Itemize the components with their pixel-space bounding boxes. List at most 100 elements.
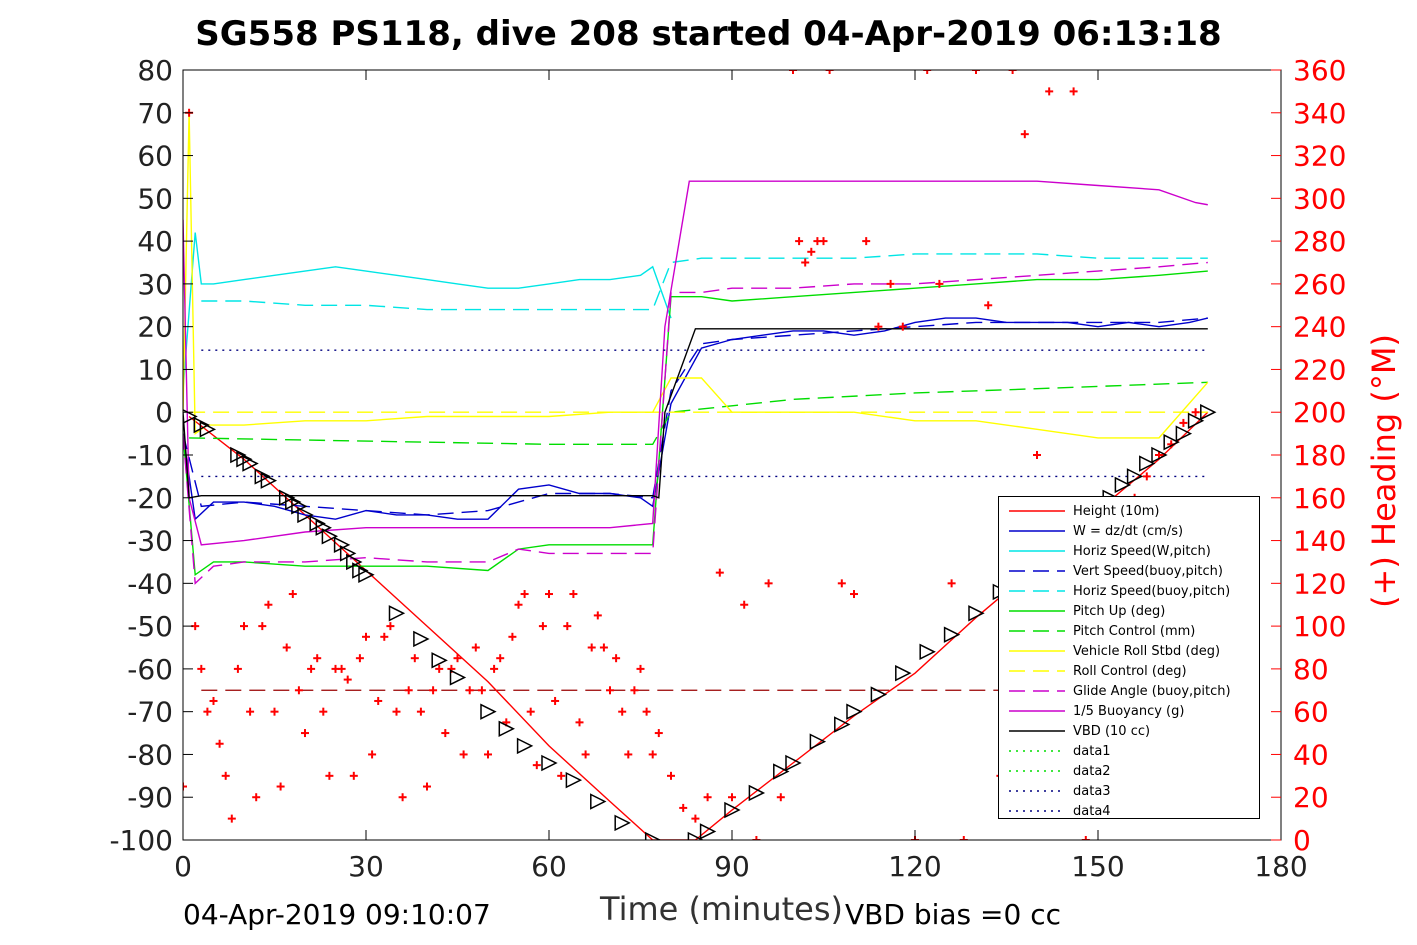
heading-point xyxy=(215,739,224,748)
y-right-tick-label: 100 xyxy=(1293,610,1346,643)
depth-marker xyxy=(1175,425,1193,442)
legend-swatch xyxy=(1009,750,1065,752)
heading-point xyxy=(337,664,346,673)
legend-swatch xyxy=(1009,570,1065,572)
heading-point xyxy=(465,686,474,695)
heading-point xyxy=(898,322,907,331)
heading-point xyxy=(764,579,773,588)
legend-label: W = dz/dt (cm/s) xyxy=(1073,523,1184,539)
heading-point xyxy=(459,750,468,759)
legend-label: Vert Speed(buoy,pitch) xyxy=(1073,563,1223,579)
legend-swatch xyxy=(1009,590,1065,592)
legend-entry: Height (10m) xyxy=(999,501,1259,521)
heading-point xyxy=(1045,87,1054,96)
legend-swatch xyxy=(1009,630,1065,632)
heading-point xyxy=(423,782,431,791)
depth-marker xyxy=(315,519,332,536)
legend-label: data1 xyxy=(1073,743,1111,759)
legend-swatch xyxy=(1009,510,1065,512)
heading-point xyxy=(288,590,297,599)
y-right-tick-label: 320 xyxy=(1293,140,1346,173)
depth-marker xyxy=(724,801,741,819)
heading-point xyxy=(404,686,413,695)
heading-point xyxy=(807,247,816,256)
markers-layer xyxy=(183,70,1217,840)
depth-marker xyxy=(644,831,662,840)
legend-entry: Pitch Up (deg) xyxy=(999,601,1259,621)
heading-point xyxy=(728,793,736,802)
depth-marker xyxy=(541,754,558,772)
heading-point xyxy=(209,696,218,705)
legend-entry: data2 xyxy=(999,761,1259,781)
depth-marker xyxy=(565,771,583,789)
heading-point xyxy=(313,654,322,663)
heading-point xyxy=(496,654,505,663)
legend-entry: W = dz/dt (cm/s) xyxy=(999,521,1259,541)
heading-point xyxy=(606,686,614,695)
legend-swatch xyxy=(1009,790,1065,792)
depth-marker xyxy=(699,823,717,840)
heading-point xyxy=(252,793,261,802)
heading-point xyxy=(1069,87,1078,96)
heading-point xyxy=(183,782,187,791)
legend-label: VBD (10 cc) xyxy=(1073,723,1151,739)
y-tick-label: -40 xyxy=(127,567,173,600)
depth-marker xyxy=(388,605,406,622)
y-tick-label: -60 xyxy=(127,653,173,686)
heading-point xyxy=(935,279,944,288)
heading-point xyxy=(270,707,279,716)
x-tick-label: 120 xyxy=(888,850,941,883)
heading-point xyxy=(862,237,871,246)
y-tick-label: 30 xyxy=(137,268,173,301)
y-axis-right-label: (+) Heading (°M) xyxy=(1365,334,1403,608)
legend-label: Height (10m) xyxy=(1073,503,1160,519)
depth-marker xyxy=(339,545,357,562)
heading-point xyxy=(648,750,657,759)
vbd-bias-text: VBD bias =0 cc xyxy=(845,898,1061,931)
legend: Height (10m) W = dz/dt (cm/s) Horiz Speed(… xyxy=(998,496,1260,819)
heading-point xyxy=(374,696,383,705)
y-right-tick-label: 200 xyxy=(1293,396,1346,429)
depth-marker xyxy=(309,515,326,532)
depth-marker xyxy=(590,793,607,810)
depth-marker xyxy=(614,814,631,832)
heading-point xyxy=(264,600,273,609)
heading-point xyxy=(520,590,529,599)
heading-point xyxy=(398,793,407,802)
depth-marker xyxy=(687,831,705,840)
legend-label: Horiz Speed(W,pitch) xyxy=(1073,543,1211,559)
depth-marker xyxy=(1126,468,1144,485)
legend-swatch xyxy=(1009,670,1065,672)
y-right-tick-label: 80 xyxy=(1293,653,1329,686)
depth-marker xyxy=(254,468,271,485)
y-tick-label: 80 xyxy=(137,54,173,87)
heading-point xyxy=(410,654,419,663)
depth-marker xyxy=(242,455,259,472)
heading-point xyxy=(874,322,883,331)
depth-marker xyxy=(480,703,497,720)
depth-marker xyxy=(919,643,936,660)
depth-marker xyxy=(297,506,314,524)
heading-point xyxy=(984,301,993,310)
heading-point xyxy=(246,707,255,716)
legend-entry: 1/5 Buoyancy (g) xyxy=(999,701,1259,721)
legend-label: Roll Control (deg) xyxy=(1073,663,1187,679)
end-timestamp: 04-Apr-2019 09:10:07 xyxy=(183,898,491,931)
legend-swatch xyxy=(1009,550,1065,552)
heading-point xyxy=(221,771,230,780)
depth-marker xyxy=(236,451,253,468)
series-line-7 xyxy=(183,112,1209,439)
y-tick-label: 20 xyxy=(137,311,173,344)
y-right-tick-label: 20 xyxy=(1293,781,1329,814)
heading-point xyxy=(740,600,749,609)
y-tick-label: -90 xyxy=(127,781,173,814)
depth-marker xyxy=(498,720,515,737)
legend-label: 1/5 Buoyancy (g) xyxy=(1073,703,1185,719)
heading-point xyxy=(301,729,309,738)
heading-point xyxy=(282,643,291,652)
depth-marker xyxy=(413,630,430,648)
depth-marker xyxy=(183,409,198,424)
axes-layer: 0 30 60 90 120 150 18080706050403020100-10-20-… xyxy=(109,54,1346,883)
legend-swatch xyxy=(1009,610,1065,612)
legend-label: Vehicle Roll Stbd (deg) xyxy=(1073,643,1221,659)
